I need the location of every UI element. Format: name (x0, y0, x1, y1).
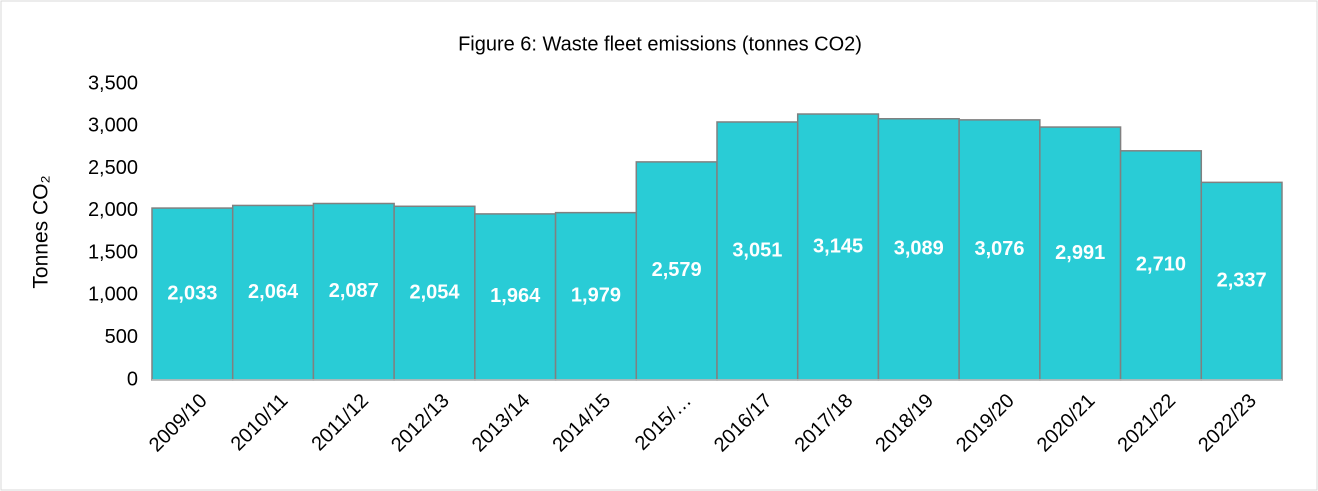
data-label: 1,979 (571, 285, 621, 307)
data-label: 3,051 (732, 239, 782, 261)
data-label: 1,964 (490, 285, 541, 307)
bar (312, 202, 395, 381)
y-axis-label: Tonnes CO₂ (30, 175, 53, 288)
data-label: 2,087 (329, 280, 379, 302)
data-label: 3,089 (894, 238, 944, 260)
bar (716, 121, 799, 381)
bar (231, 204, 315, 381)
data-label: 2,337 (1217, 269, 1267, 291)
y-tick-label: 1,500 (88, 241, 138, 263)
data-label: 2,579 (652, 259, 702, 281)
y-tick-label: 0 (127, 368, 138, 390)
data-label: 2,991 (1055, 242, 1105, 264)
bar (635, 161, 718, 381)
bar (796, 113, 880, 381)
y-tick-label: 2,500 (88, 157, 138, 179)
bar (554, 211, 638, 381)
bar (958, 119, 1041, 381)
bar (1039, 126, 1122, 381)
data-label: 2,054 (409, 281, 460, 303)
data-label: 2,710 (1136, 254, 1186, 276)
y-tick-label: 2,000 (88, 199, 138, 221)
data-label: 3,076 (974, 238, 1024, 260)
y-tick-label: 500 (105, 326, 138, 348)
data-label: 3,145 (813, 235, 863, 257)
bar (1200, 181, 1283, 381)
data-label: 2,033 (167, 282, 217, 304)
bar (151, 207, 234, 381)
data-label: 2,064 (248, 281, 299, 303)
y-tick-label: 3,500 (88, 72, 138, 94)
chart-title: Figure 6: Waste fleet emissions (tonnes … (458, 33, 862, 55)
y-tick-label: 1,000 (88, 284, 138, 306)
bar (1119, 150, 1203, 381)
y-tick-label: 3,000 (88, 115, 138, 137)
